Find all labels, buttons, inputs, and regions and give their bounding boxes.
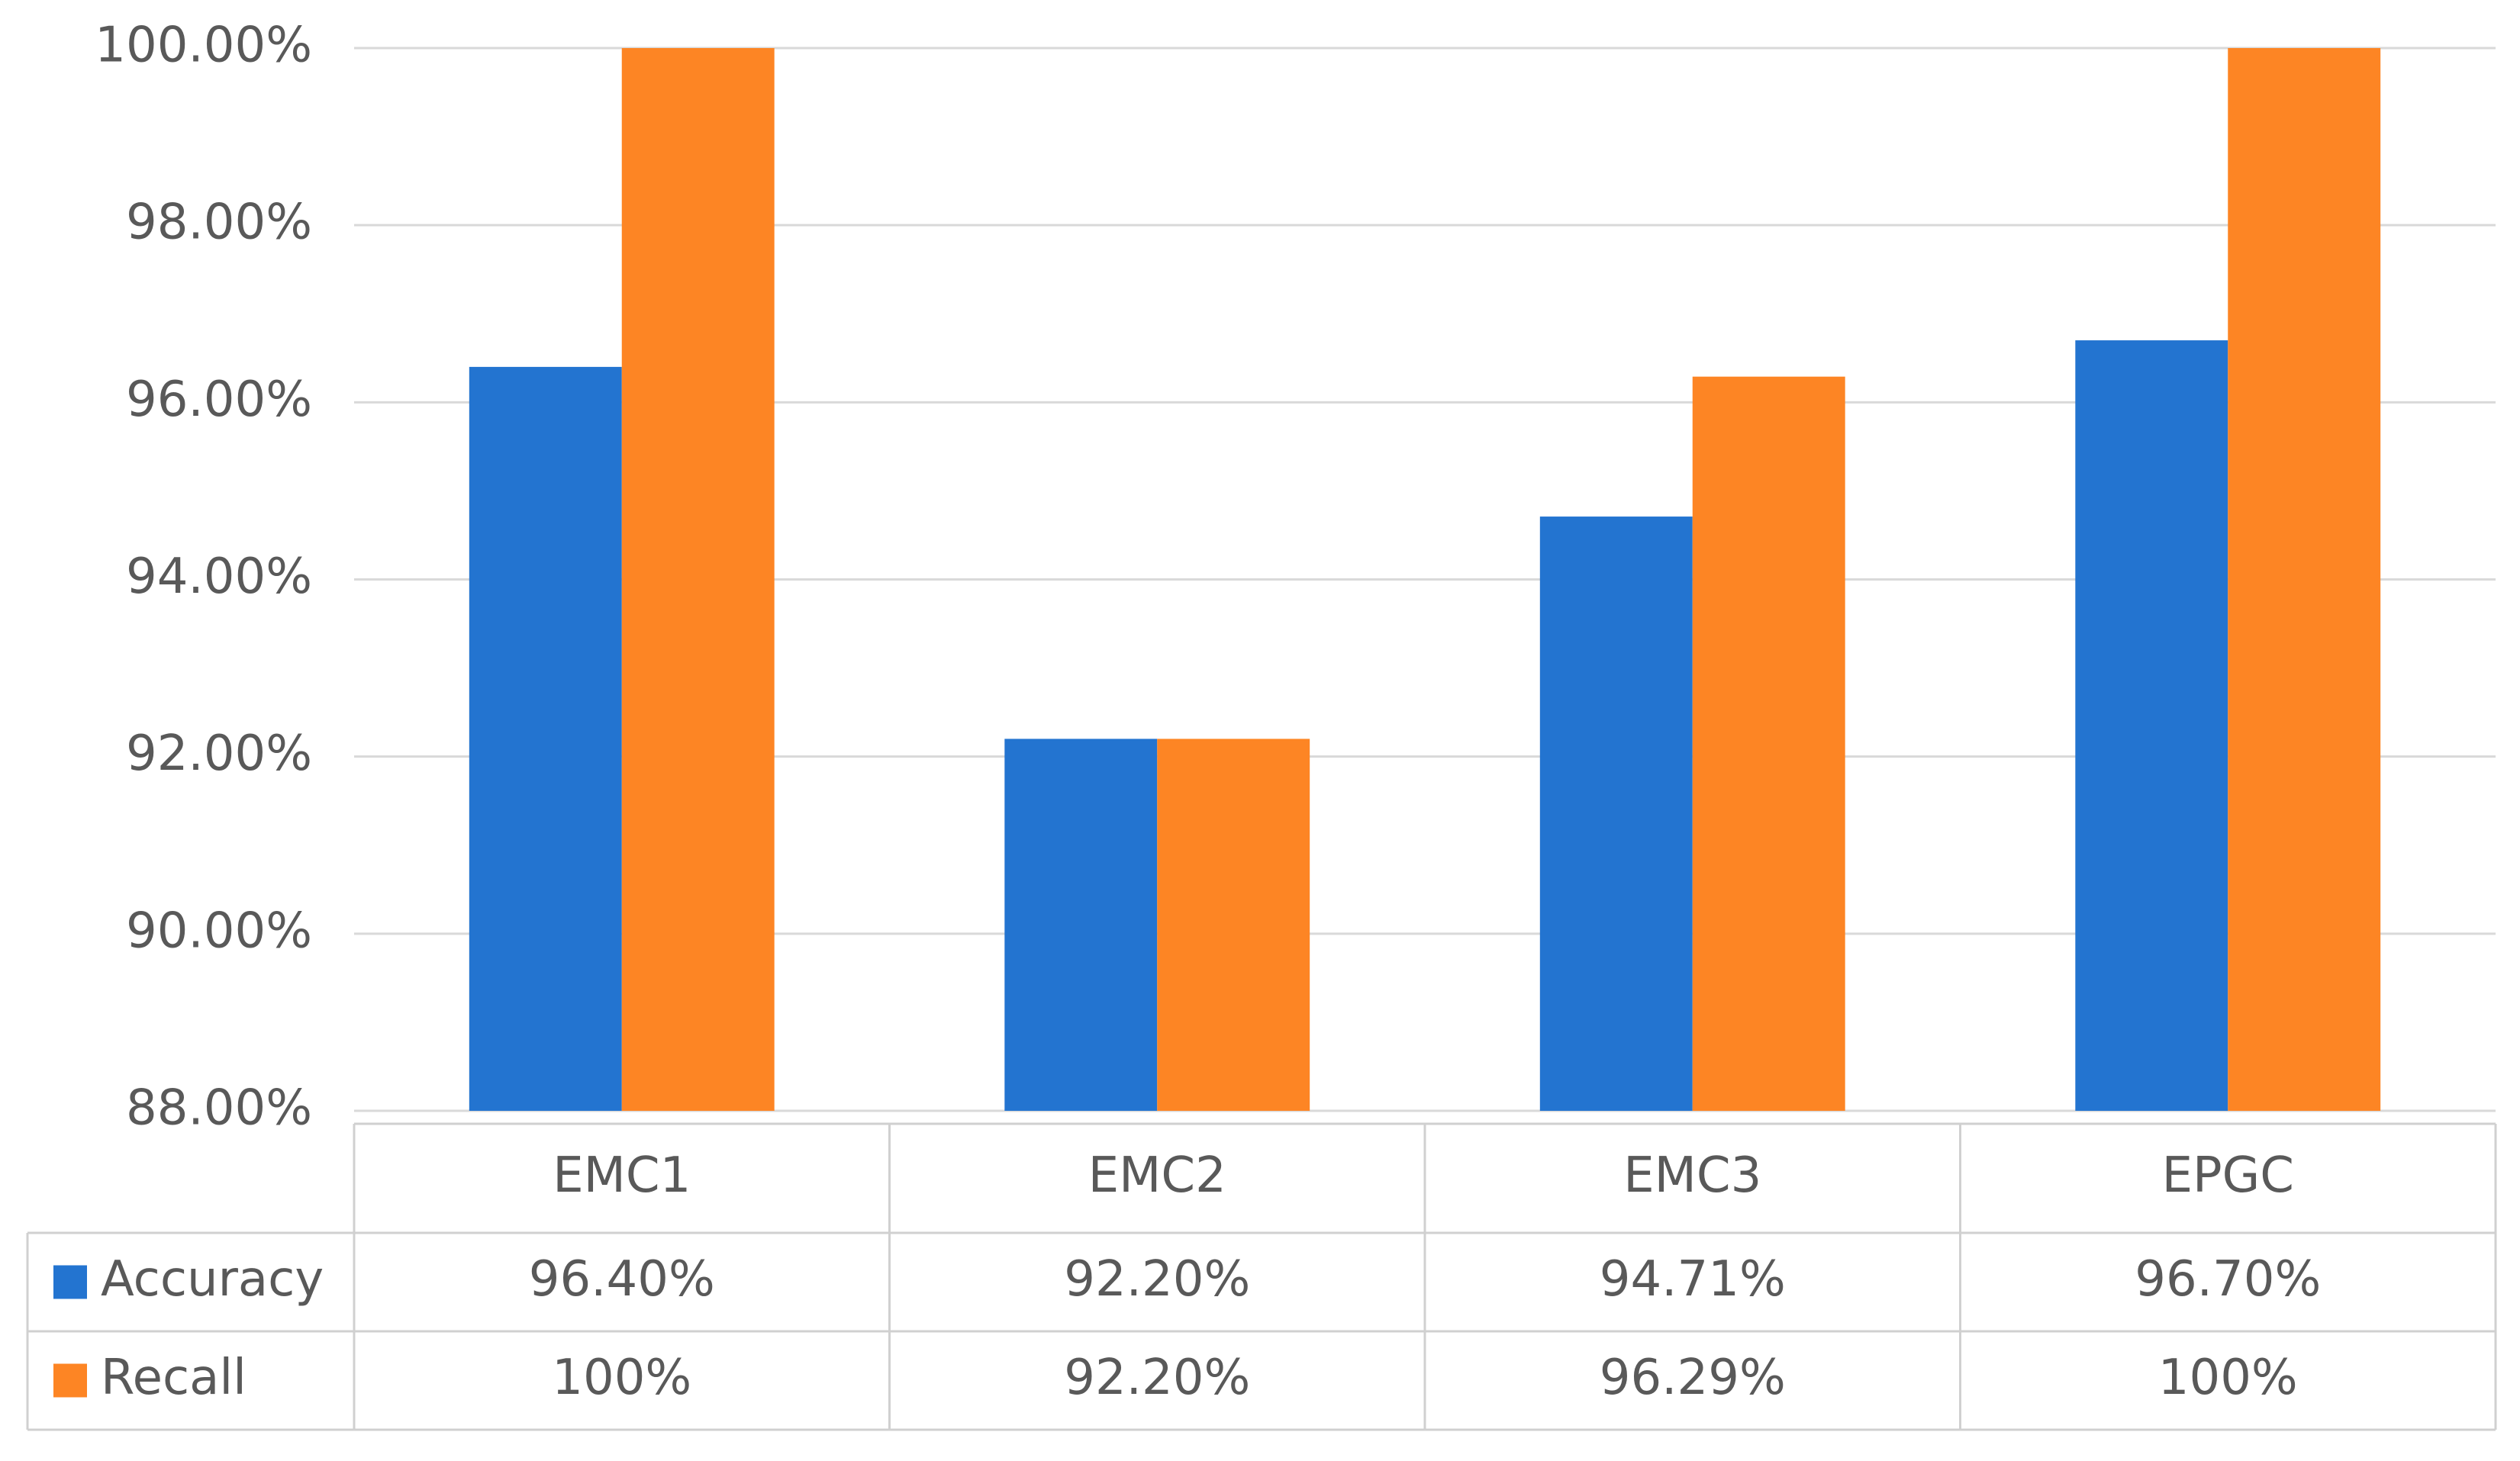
bar	[1157, 739, 1310, 1111]
legend-swatch	[53, 1265, 87, 1299]
data-label: 94.71%	[1600, 1251, 1786, 1308]
bar	[1004, 739, 1158, 1111]
data-label: 100%	[2158, 1350, 2298, 1406]
y-tick-label: 88.00%	[126, 1080, 312, 1137]
bar	[621, 48, 775, 1111]
x-tick-label: EMC3	[1623, 1147, 1761, 1204]
bar	[1539, 516, 1693, 1111]
data-label: 92.20%	[1064, 1251, 1250, 1308]
x-tick-label: EPGC	[2162, 1147, 2294, 1204]
legend-label: Accuracy	[101, 1251, 324, 1308]
y-tick-label: 98.00%	[126, 195, 312, 251]
bar	[1692, 376, 1845, 1111]
bar	[2228, 48, 2381, 1111]
bar	[2075, 340, 2228, 1111]
y-tick-label: 92.00%	[126, 726, 312, 782]
x-tick-label: EMC1	[553, 1147, 691, 1204]
data-label: 96.70%	[2135, 1251, 2321, 1308]
bar	[469, 366, 622, 1111]
data-label: 100%	[552, 1350, 691, 1406]
y-tick-label: 100.00%	[95, 18, 312, 74]
y-tick-label: 96.00%	[126, 372, 312, 428]
legend-label: Recall	[101, 1350, 247, 1406]
y-tick-label: 94.00%	[126, 549, 312, 605]
x-tick-label: EMC2	[1088, 1147, 1226, 1204]
y-tick-label: 90.00%	[126, 903, 312, 959]
legend-swatch	[53, 1363, 87, 1398]
data-label: 96.40%	[529, 1251, 715, 1308]
data-label: 92.20%	[1064, 1350, 1250, 1406]
data-label: 96.29%	[1600, 1350, 1786, 1406]
